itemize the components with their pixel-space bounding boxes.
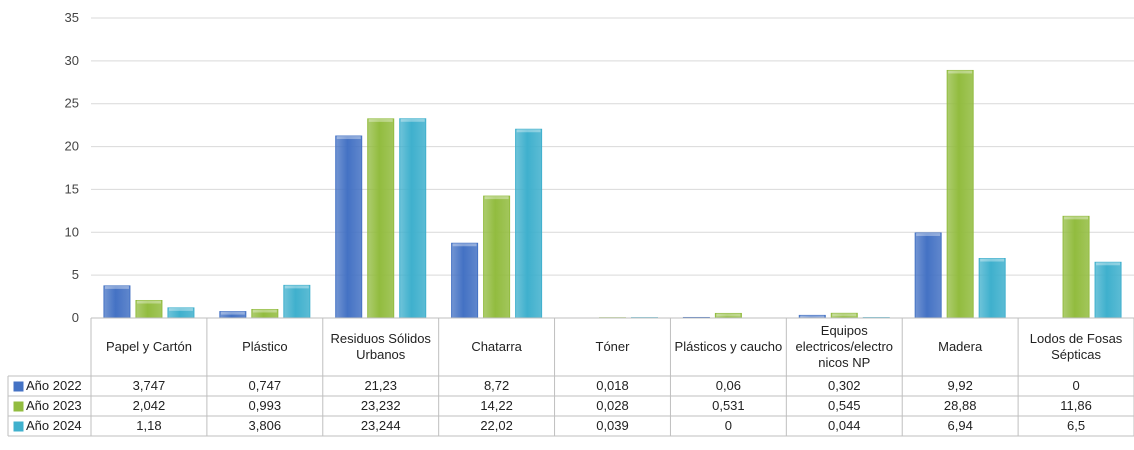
category-label: Lodos de Fosas Sépticas — [1030, 331, 1123, 362]
category-label: Plástico — [242, 339, 288, 354]
legend-label: Año 2023 — [26, 398, 82, 413]
data-table-value: 6,5 — [1067, 418, 1085, 433]
data-table-value: 0 — [1072, 378, 1079, 393]
bar-highlight — [452, 243, 477, 247]
bar-highlight — [336, 136, 361, 140]
data-table-value: 3,747 — [133, 378, 166, 393]
category-label: Papel y Cartón — [106, 339, 192, 354]
data-table-value: 22,02 — [480, 418, 513, 433]
bar-highlight — [104, 285, 129, 289]
data-table-value: 28,88 — [944, 398, 977, 413]
bar-highlight — [800, 315, 825, 318]
data-table-value: 0 — [725, 418, 732, 433]
bar-highlight — [516, 129, 541, 133]
data-table-value: 0,039 — [596, 418, 629, 433]
bar — [399, 118, 427, 319]
legend-key — [13, 421, 24, 432]
bar-highlight — [916, 232, 941, 236]
data-table-value: 0,044 — [828, 418, 861, 433]
data-table-value: 23,232 — [361, 398, 401, 413]
bar-highlight — [1096, 262, 1121, 266]
bar — [483, 195, 511, 319]
y-tick-label: 10 — [65, 224, 79, 239]
bar-highlight — [136, 300, 161, 304]
bar-highlight — [832, 313, 857, 317]
data-table-value: 0,747 — [249, 378, 282, 393]
bar-highlight — [716, 313, 741, 317]
data-table-value: 0,993 — [249, 398, 282, 413]
category-label: Equipos electricos/electro nicos NP — [796, 323, 894, 370]
bar — [978, 258, 1006, 319]
data-table-value: 23,244 — [361, 418, 401, 433]
category-label: Chatarra — [471, 339, 522, 354]
bar — [103, 285, 131, 319]
data-table-value: 0,028 — [596, 398, 629, 413]
legend-key — [13, 401, 24, 412]
legend-label: Año 2022 — [26, 378, 82, 393]
bar-highlight — [980, 258, 1005, 262]
data-table-value: 1,18 — [136, 418, 161, 433]
category-label: Tóner — [596, 339, 631, 354]
bar-highlight — [168, 307, 193, 311]
bar-highlight — [400, 118, 425, 122]
bar-highlight — [252, 309, 277, 313]
bar — [367, 118, 395, 319]
data-table-value: 9,92 — [948, 378, 973, 393]
bar — [1094, 261, 1122, 319]
gridlines — [91, 17, 1134, 319]
bar — [914, 232, 942, 319]
bar — [335, 135, 363, 319]
bar — [283, 284, 311, 319]
bar-highlight — [220, 311, 245, 315]
data-table-value: 0,018 — [596, 378, 629, 393]
data-table-value: 6,94 — [948, 418, 973, 433]
legend-key — [13, 381, 24, 392]
data-table-value: 14,22 — [480, 398, 513, 413]
y-axis-ticks: 0 5 10 15 20 25 30 35 — [65, 10, 79, 325]
data-table-value: 21,23 — [364, 378, 397, 393]
y-tick-label: 5 — [72, 267, 79, 282]
bar — [1062, 215, 1090, 319]
bar-highlight — [484, 196, 509, 200]
y-tick-label: 30 — [65, 53, 79, 68]
data-table: Papel y Cartón Plástico Residuos Sólidos Ur… — [7, 317, 1134, 437]
bar-highlight — [948, 70, 973, 74]
bar — [946, 69, 974, 319]
y-tick-label: 25 — [65, 96, 79, 111]
data-table-value: 11,86 — [1060, 398, 1092, 413]
data-table-value: 3,806 — [249, 418, 282, 433]
data-table-value: 8,72 — [484, 378, 509, 393]
data-table-value: 0,302 — [828, 378, 861, 393]
y-tick-label: 20 — [65, 139, 79, 154]
category-label: Madera — [938, 339, 983, 354]
y-tick-label: 0 — [72, 310, 79, 325]
bar — [451, 242, 479, 319]
legend-label: Año 2024 — [26, 418, 82, 433]
data-table-value: 0,06 — [716, 378, 741, 393]
category-label: Residuos Sólidos Urbanos — [330, 331, 431, 362]
data-table-value: 2,042 — [133, 398, 166, 413]
bars — [103, 69, 1122, 319]
bar-highlight — [284, 285, 309, 289]
bar-highlight — [1064, 216, 1089, 220]
y-tick-label: 15 — [65, 181, 79, 196]
y-tick-label: 35 — [65, 10, 79, 25]
category-label: Plásticos y caucho — [675, 339, 783, 354]
bar — [515, 128, 543, 319]
data-table-value: 0,531 — [712, 398, 745, 413]
bar-highlight — [368, 118, 393, 122]
data-table-value: 0,545 — [828, 398, 861, 413]
